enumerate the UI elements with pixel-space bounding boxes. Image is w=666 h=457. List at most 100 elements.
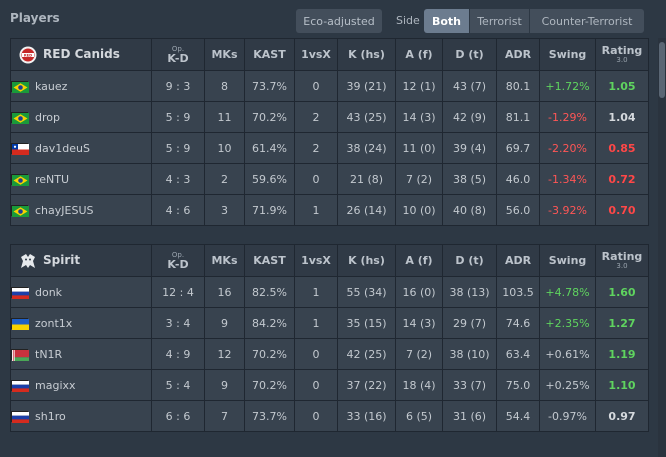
player-cell: tN1R <box>10 338 152 370</box>
adr-cell: 63.4 <box>496 338 540 370</box>
adr-cell: 103.5 <box>496 276 540 308</box>
kills-cell: 37 (22) <box>337 369 396 401</box>
player-name-link[interactable]: magixx <box>35 378 76 392</box>
player-name-link[interactable]: donk <box>35 285 63 299</box>
column-header-kills[interactable]: K (hs) <box>337 244 396 277</box>
rating-cell: 1.27 <box>595 307 649 339</box>
kd-cell: 4 : 6 <box>151 194 205 226</box>
player-row: tN1R 4 : 9 12 70.2% 0 42 (25) 7 (2) 38 (10) 63.4… <box>10 338 649 370</box>
mks-cell: 9 <box>204 307 245 339</box>
kast-cell: 82.5% <box>244 276 295 308</box>
section-title: Players <box>10 11 60 25</box>
column-header-kast[interactable]: KAST <box>244 244 295 277</box>
kast-cell: 84.2% <box>244 307 295 339</box>
adr-cell: 46.0 <box>496 163 540 195</box>
column-header-assists[interactable]: A (f) <box>395 38 443 71</box>
red-canids-logo-icon: RED <box>19 46 37 63</box>
rating-cell: 1.10 <box>595 369 649 401</box>
spirit-logo-icon <box>21 253 35 268</box>
side-option-both[interactable]: Both <box>424 9 469 33</box>
kills-cell: 39 (21) <box>337 70 396 102</box>
side-label: Side <box>396 14 420 27</box>
player-row: zont1x 3 : 4 9 84.2% 1 35 (15) 14 (3) 29 (7) 74.… <box>10 307 649 339</box>
column-header-kd[interactable]: Op. K-D <box>151 38 205 71</box>
player-name-link[interactable]: drop <box>35 110 60 124</box>
clutch-cell: 1 <box>294 194 338 226</box>
player-name-link[interactable]: reNTU <box>35 172 70 186</box>
mks-cell: 12 <box>204 338 245 370</box>
mks-cell: 9 <box>204 369 245 401</box>
rating-cell: 1.19 <box>595 338 649 370</box>
side-option-counter-terrorist[interactable]: Counter-Terrorist <box>529 9 644 33</box>
kast-cell: 70.2% <box>244 338 295 370</box>
kills-cell: 43 (25) <box>337 101 396 133</box>
column-header-deaths[interactable]: D (t) <box>442 38 497 71</box>
deaths-cell: 38 (10) <box>442 338 497 370</box>
kills-cell: 42 (25) <box>337 338 396 370</box>
scrollbar-thumb[interactable] <box>659 42 665 98</box>
column-header-assists[interactable]: A (f) <box>395 244 443 277</box>
player-name-link[interactable]: zont1x <box>35 316 73 330</box>
team-header[interactable]: RED RED Canids <box>10 38 152 71</box>
player-name-link[interactable]: tN1R <box>35 347 63 361</box>
ukraine-flag-icon <box>11 317 29 330</box>
clutch-cell: 1 <box>294 307 338 339</box>
column-header-swing[interactable]: Swing <box>539 244 596 277</box>
player-row: drop 5 : 9 11 70.2% 2 43 (25) 14 (3) 42 (9) 81.1… <box>10 101 649 133</box>
rating-cell: 1.04 <box>595 101 649 133</box>
player-name-link[interactable]: chayJESUS <box>35 203 94 217</box>
column-header-kd[interactable]: Op. K-D <box>151 244 205 277</box>
player-row: reNTU 4 : 3 2 59.6% 0 21 (8) 7 (2) 38 (5) 46.0 -1… <box>10 163 649 195</box>
team-header[interactable]: Spirit <box>10 244 152 277</box>
column-header-clutch[interactable]: 1vsX <box>294 244 338 277</box>
side-filter: Both Terrorist Counter-Terrorist <box>424 9 644 33</box>
player-row: dav1deuS 5 : 9 10 61.4% 2 38 (24) 11 (0) 39 (4)… <box>10 132 649 164</box>
kast-cell: 70.2% <box>244 369 295 401</box>
adr-cell: 81.1 <box>496 101 540 133</box>
player-cell: drop <box>10 101 152 133</box>
kills-cell: 26 (14) <box>337 194 396 226</box>
side-option-terrorist[interactable]: Terrorist <box>469 9 529 33</box>
player-name-link[interactable]: sh1ro <box>35 409 66 423</box>
mks-cell: 7 <box>204 400 245 432</box>
column-header-deaths[interactable]: D (t) <box>442 244 497 277</box>
deaths-cell: 42 (9) <box>442 101 497 133</box>
adr-cell: 69.7 <box>496 132 540 164</box>
column-header-rating[interactable]: Rating 3.0 <box>595 244 649 277</box>
column-header-adr[interactable]: ADR <box>496 38 540 71</box>
swing-cell: +2.35% <box>539 307 596 339</box>
russia-flag-icon <box>11 286 29 299</box>
kd-cell: 6 : 6 <box>151 400 205 432</box>
scrollbar-track[interactable] <box>658 38 666 457</box>
column-header-kast[interactable]: KAST <box>244 38 295 71</box>
kills-cell: 33 (16) <box>337 400 396 432</box>
team-name: Spirit <box>43 253 81 267</box>
player-cell: zont1x <box>10 307 152 339</box>
player-name-link[interactable]: dav1deuS <box>35 141 90 155</box>
assists-cell: 7 (2) <box>395 163 443 195</box>
team-name: RED Canids <box>43 47 120 61</box>
kast-cell: 71.9% <box>244 194 295 226</box>
column-header-mks[interactable]: MKs <box>204 38 245 71</box>
kast-cell: 73.7% <box>244 70 295 102</box>
column-header-adr[interactable]: ADR <box>496 244 540 277</box>
team-stats-table: Spirit Op. K-D MKs KAST 1vsX K (hs) A (f)… <box>10 244 649 432</box>
column-header-kills[interactable]: K (hs) <box>337 38 396 71</box>
swing-cell: -2.20% <box>539 132 596 164</box>
adr-cell: 80.1 <box>496 70 540 102</box>
deaths-cell: 33 (7) <box>442 369 497 401</box>
column-header-rating[interactable]: Rating 3.0 <box>595 38 649 71</box>
player-name-link[interactable]: kauez <box>35 79 68 93</box>
rating-cell: 0.72 <box>595 163 649 195</box>
column-header-mks[interactable]: MKs <box>204 244 245 277</box>
kills-cell: 55 (34) <box>337 276 396 308</box>
column-header-clutch[interactable]: 1vsX <box>294 38 338 71</box>
swing-cell: -1.34% <box>539 163 596 195</box>
assists-cell: 16 (0) <box>395 276 443 308</box>
belarus-flag-icon <box>11 348 29 361</box>
eco-adjusted-toggle[interactable]: Eco-adjusted <box>296 9 382 33</box>
table-header-row: Spirit Op. K-D MKs KAST 1vsX K (hs) A (f)… <box>10 244 649 277</box>
column-header-swing[interactable]: Swing <box>539 38 596 71</box>
player-cell: magixx <box>10 369 152 401</box>
assists-cell: 10 (0) <box>395 194 443 226</box>
